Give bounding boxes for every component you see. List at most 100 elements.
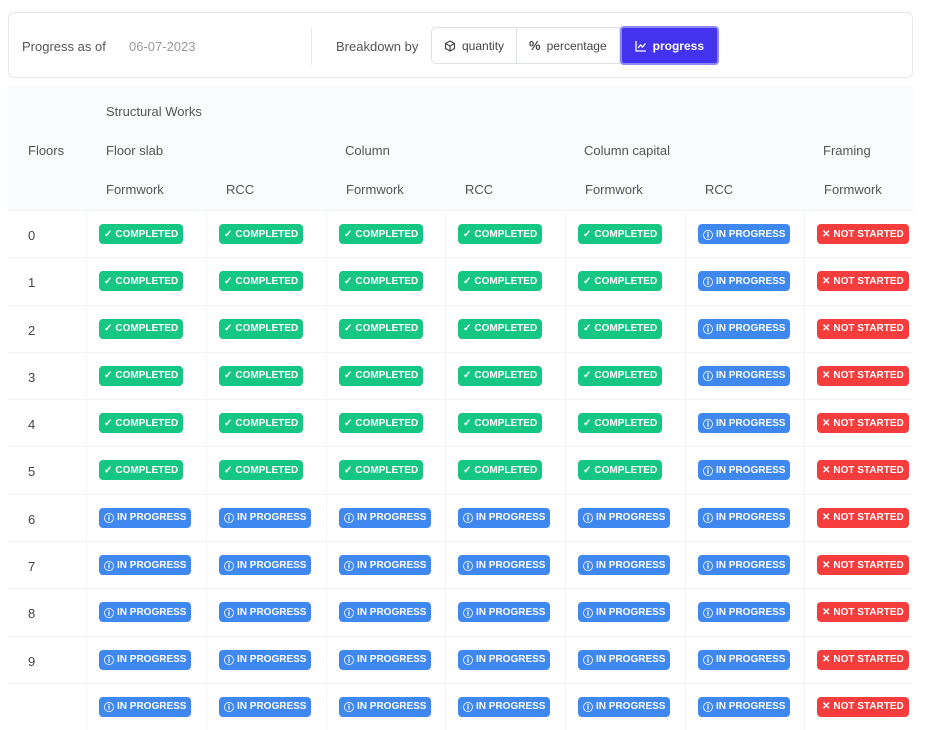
status-label: IN PROGRESS [716, 512, 786, 524]
status-label: COMPLETED [474, 417, 538, 429]
status-badge: ✓ COMPLETED [99, 224, 184, 244]
status-cell: ✕ NOT STARTED [804, 400, 913, 447]
status-label: COMPLETED [594, 228, 658, 240]
check-icon: ✓ [224, 370, 233, 382]
floor-number: 5 [28, 464, 36, 480]
status-cell: ⓘ IN PROGRESS [565, 683, 685, 730]
status-badge: ⓘ IN PROGRESS [698, 507, 791, 528]
check-icon: ✓ [104, 464, 113, 476]
status-badge: ✓ COMPLETED [458, 318, 543, 339]
status-label: COMPLETED [474, 464, 538, 476]
status-cell: ✕ NOT STARTED [804, 636, 913, 683]
floors-header: Floors [28, 143, 65, 158]
breakdown-label: Breakdown by [336, 39, 419, 54]
status-cell: ⓘ IN PROGRESS [445, 494, 565, 542]
info-icon: ⓘ [224, 703, 234, 715]
status-badge: ✓ COMPLETED [339, 460, 424, 481]
status-badge: ⓘ IN PROGRESS [99, 649, 192, 670]
status-badge: ✓ COMPLETED [99, 413, 184, 434]
status-badge: ⓘ IN PROGRESS [339, 555, 432, 576]
status-cell: ⓘ IN PROGRESS [685, 683, 804, 730]
status-label: COMPLETED [115, 370, 179, 382]
status-label: COMPLETED [235, 323, 299, 335]
status-cell: ✕ NOT STARTED [804, 589, 913, 636]
subcolumn-header: Formwork [346, 182, 404, 197]
status-badge: ⓘ IN PROGRESS [339, 602, 432, 623]
status-label: IN PROGRESS [716, 559, 786, 571]
status-badge: ⓘ IN PROGRESS [458, 649, 551, 670]
info-icon: ⓘ [224, 561, 234, 573]
subcolumn-header: RCC [226, 182, 255, 197]
floor-number: 8 [28, 606, 36, 622]
info-icon: ⓘ [344, 561, 354, 573]
status-label: IN PROGRESS [476, 606, 546, 618]
progress-as-of-label: Progress as of [22, 39, 106, 54]
status-label: IN PROGRESS [716, 417, 786, 429]
category-header: Column [345, 143, 390, 158]
progress-button[interactable]: progress [619, 26, 719, 65]
status-cell: ⓘ IN PROGRESS [86, 683, 206, 730]
breakdown-toggle: quantity % percentage progress [431, 26, 719, 65]
status-cell: ✓ COMPLETED [86, 211, 206, 258]
floor-number: 1 [28, 275, 36, 291]
status-badge: ✓ COMPLETED [219, 318, 304, 339]
percentage-button[interactable]: % percentage [517, 28, 620, 63]
status-badge: ⓘ IN PROGRESS [698, 318, 791, 339]
status-cell: ⓘ IN PROGRESS [685, 400, 804, 447]
status-label: IN PROGRESS [596, 512, 666, 524]
check-icon: ✓ [344, 323, 353, 335]
status-label: COMPLETED [594, 275, 658, 287]
status-cell: ⓘ IN PROGRESS [445, 542, 565, 589]
x-icon: ✕ [822, 275, 831, 287]
check-icon: ✓ [344, 370, 353, 382]
status-cell: ⓘ IN PROGRESS [685, 305, 804, 352]
status-cell: ⓘ IN PROGRESS [326, 494, 445, 542]
x-icon: ✕ [822, 323, 831, 335]
status-badge: ✕ NOT STARTED [817, 649, 909, 670]
chart-line-icon [634, 40, 646, 52]
status-cell: ⓘ IN PROGRESS [685, 447, 804, 494]
status-badge: ⓘ IN PROGRESS [219, 555, 312, 576]
status-cell: ✓ COMPLETED [326, 211, 445, 258]
quantity-button[interactable]: quantity [432, 28, 518, 63]
check-icon: ✓ [463, 228, 472, 240]
status-badge: ✓ COMPLETED [578, 460, 663, 481]
check-icon: ✓ [583, 370, 592, 382]
status-label: COMPLETED [594, 370, 658, 382]
status-cell: ⓘ IN PROGRESS [685, 494, 804, 542]
status-label: COMPLETED [355, 228, 419, 240]
status-badge: ✕ NOT STARTED [817, 318, 909, 339]
status-cell: ⓘ IN PROGRESS [326, 542, 445, 589]
info-icon: ⓘ [344, 608, 354, 620]
check-icon: ✓ [344, 464, 353, 476]
status-label: IN PROGRESS [357, 559, 427, 571]
status-label: NOT STARTED [833, 323, 904, 335]
status-cell: ⓘ IN PROGRESS [326, 589, 445, 636]
status-label: COMPLETED [115, 417, 179, 429]
table-row: 1 ✓ COMPLETED ✓ COMPLETED ✓ COMPLETED ✓ COMPLETE… [8, 257, 913, 305]
status-cell: ⓘ IN PROGRESS [206, 542, 326, 589]
status-badge: ⓘ IN PROGRESS [698, 271, 791, 292]
info-icon: ⓘ [703, 703, 713, 715]
status-cell: ⓘ IN PROGRESS [326, 636, 445, 683]
percent-icon: % [529, 38, 541, 53]
x-icon: ✕ [822, 370, 831, 382]
status-label: NOT STARTED [833, 370, 904, 382]
status-label: IN PROGRESS [117, 654, 187, 666]
status-label: COMPLETED [594, 417, 658, 429]
check-icon: ✓ [104, 323, 113, 335]
x-icon: ✕ [822, 464, 831, 476]
status-cell: ⓘ IN PROGRESS [86, 636, 206, 683]
status-cell: ⓘ IN PROGRESS [445, 683, 565, 730]
info-icon: ⓘ [463, 514, 473, 526]
subcolumn-header: RCC [705, 182, 734, 197]
status-badge: ⓘ IN PROGRESS [698, 365, 791, 386]
info-icon: ⓘ [463, 703, 473, 715]
status-badge: ✓ COMPLETED [458, 224, 543, 244]
check-icon: ✓ [224, 323, 233, 335]
status-cell: ✓ COMPLETED [86, 305, 206, 352]
table-row: 4 ✓ COMPLETED ✓ COMPLETED ✓ COMPLETED ✓ COMPLETE… [8, 399, 913, 447]
status-cell: ✕ NOT STARTED [804, 211, 913, 258]
date-picker[interactable]: 06-07-2023 [129, 39, 196, 54]
info-icon: ⓘ [344, 514, 354, 526]
